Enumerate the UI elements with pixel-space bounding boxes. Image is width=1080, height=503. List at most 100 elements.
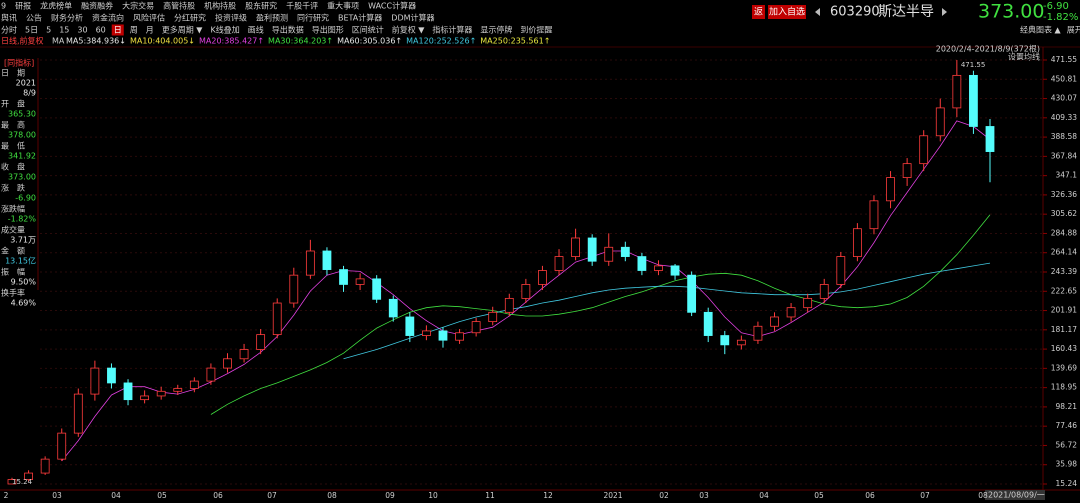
- x-tick-label: 10: [428, 491, 438, 500]
- menu-item[interactable]: DDM计算器: [391, 13, 434, 23]
- toolbar-item[interactable]: 月: [146, 26, 154, 35]
- x-tick-label: 12: [543, 491, 553, 500]
- menu-item[interactable]: WACC计算器: [368, 1, 416, 11]
- candle-body: [637, 256, 647, 271]
- price: 373.00: [978, 1, 1044, 23]
- menu-item[interactable]: BETA计算器: [338, 13, 382, 23]
- toolbar-item[interactable]: 分时: [1, 25, 17, 35]
- candle-body: [156, 390, 166, 397]
- menu-item[interactable]: 公告: [26, 13, 42, 23]
- candle-body: [803, 297, 813, 309]
- next-arrow[interactable]: [942, 8, 947, 16]
- menu-item[interactable]: 大宗交易: [122, 1, 154, 11]
- y-tick-label: 264.14: [1051, 248, 1077, 257]
- candle-body: [305, 250, 315, 276]
- toolbar-item[interactable]: 15: [59, 26, 69, 35]
- tag[interactable]: 返: [754, 6, 763, 18]
- toolbar-item[interactable]: 日: [114, 26, 122, 35]
- toolbar-item[interactable]: 5日: [25, 26, 38, 35]
- candle-body: [90, 367, 100, 395]
- y-tick-label: 243.39: [1051, 267, 1077, 276]
- toolbar-item[interactable]: 更多周期 ▼: [162, 25, 204, 35]
- toolbar-item[interactable]: 指标计算器: [432, 25, 472, 35]
- x-tick-label: 2021: [603, 491, 622, 500]
- toolbar-item[interactable]: 60: [96, 26, 106, 35]
- field-label: 开 盘: [1, 99, 25, 109]
- toolbar-item[interactable]: K线叠加: [210, 25, 239, 35]
- ma-legend-item[interactable]: MA60:305.036↑: [337, 37, 402, 46]
- candle-body: [521, 284, 531, 299]
- ma-legend-item[interactable]: MA250:235.561↑: [480, 37, 550, 46]
- menu-item[interactable]: 机构持股: [204, 1, 236, 11]
- toolbar-item[interactable]: 区间统计: [352, 25, 384, 35]
- toolbar-item[interactable]: 画线: [248, 25, 264, 35]
- ma-legend-item[interactable]: MA120:252.526↑: [406, 37, 476, 46]
- candle-body: [173, 388, 183, 392]
- field-value: 365.30: [8, 110, 36, 119]
- field-label: 涨跌幅: [1, 204, 25, 214]
- y-tick-label: 388.58: [1051, 132, 1077, 141]
- tag-box[interactable]: [752, 5, 765, 19]
- ma-legend-item[interactable]: MA10:404.005↓: [130, 37, 195, 46]
- candle-body: [24, 472, 33, 480]
- y-tick-label: 284.88: [1051, 228, 1077, 237]
- toolbar-item[interactable]: 导出图形: [312, 25, 344, 35]
- candle-body: [355, 278, 365, 285]
- candle-body: [339, 269, 348, 285]
- menu-item[interactable]: 融资融券: [81, 1, 113, 11]
- toolbar-item[interactable]: 30: [77, 26, 87, 35]
- candle-body: [620, 246, 630, 257]
- x-tick-label: 08: [978, 491, 988, 500]
- candle-body: [670, 265, 680, 276]
- menu-item[interactable]: 千股千评: [286, 1, 318, 11]
- ma-setting[interactable]: 设置均线: [1008, 52, 1040, 62]
- candle-body: [40, 458, 50, 474]
- field-value: -6.90: [15, 194, 36, 203]
- toolbar-item[interactable]: 前复权 ▼: [392, 25, 426, 35]
- candle-body: [919, 135, 929, 165]
- candle-body: [703, 311, 713, 336]
- menu-item[interactable]: 重大事项: [327, 1, 359, 11]
- toolbar-item[interactable]: 导出数据: [272, 25, 304, 35]
- field-value: -1.82%: [8, 215, 37, 224]
- candle-body: [239, 349, 249, 360]
- candle-body: [7, 479, 17, 485]
- candle-body: [504, 297, 514, 313]
- candle-body: [736, 339, 746, 346]
- toolbar-item[interactable]: 到价提醒: [520, 25, 552, 35]
- menu-item[interactable]: 投资评级: [215, 13, 247, 23]
- add-label[interactable]: 加入自选: [769, 6, 805, 18]
- ma-legend-item[interactable]: MA30:364.203↑: [268, 37, 333, 46]
- menu-item[interactable]: 龙虎榜单: [40, 1, 72, 11]
- toolbar-item[interactable]: 显示停牌: [480, 25, 512, 35]
- menu-item[interactable]: 资金流向: [92, 13, 124, 23]
- y-tick-label: 305.62: [1051, 209, 1077, 218]
- field-value: 9.50%: [11, 278, 37, 287]
- menu-item[interactable]: 分红研究: [174, 13, 206, 23]
- menu-item[interactable]: 9: [1, 2, 6, 11]
- candle-body: [289, 274, 299, 304]
- x-tick-label: 06: [865, 491, 875, 500]
- ma-legend-item[interactable]: MA20:385.427↑: [199, 37, 264, 46]
- toolbar-item[interactable]: 周: [130, 26, 138, 35]
- field-value: 13.15亿: [5, 256, 36, 266]
- toolbar-item[interactable]: 5: [46, 26, 51, 35]
- menu-item[interactable]: 舆讯: [1, 13, 17, 23]
- date-box: [985, 490, 1045, 500]
- candle-body: [405, 316, 415, 336]
- menu-item[interactable]: 股东研究: [245, 1, 277, 11]
- toolbar-item[interactable]: 展开: [1067, 26, 1080, 35]
- add-button[interactable]: [768, 5, 806, 19]
- menu-item[interactable]: 研报: [15, 1, 31, 11]
- x-tick-label: 02: [659, 491, 669, 500]
- menu-item[interactable]: 风险评估: [133, 13, 165, 23]
- menu-item[interactable]: 同行研究: [297, 13, 329, 23]
- menu-item[interactable]: 盈利预测: [256, 13, 288, 23]
- toolbar-item[interactable]: 经典图表 ▲: [1020, 25, 1062, 35]
- candle-body: [488, 311, 498, 323]
- candle-body: [123, 382, 133, 401]
- prev-arrow[interactable]: [815, 8, 820, 16]
- menu-item[interactable]: 财务分析: [51, 13, 83, 23]
- ma-legend-item[interactable]: MA5:384.936↓: [66, 37, 126, 46]
- menu-item[interactable]: 高管持股: [163, 1, 195, 11]
